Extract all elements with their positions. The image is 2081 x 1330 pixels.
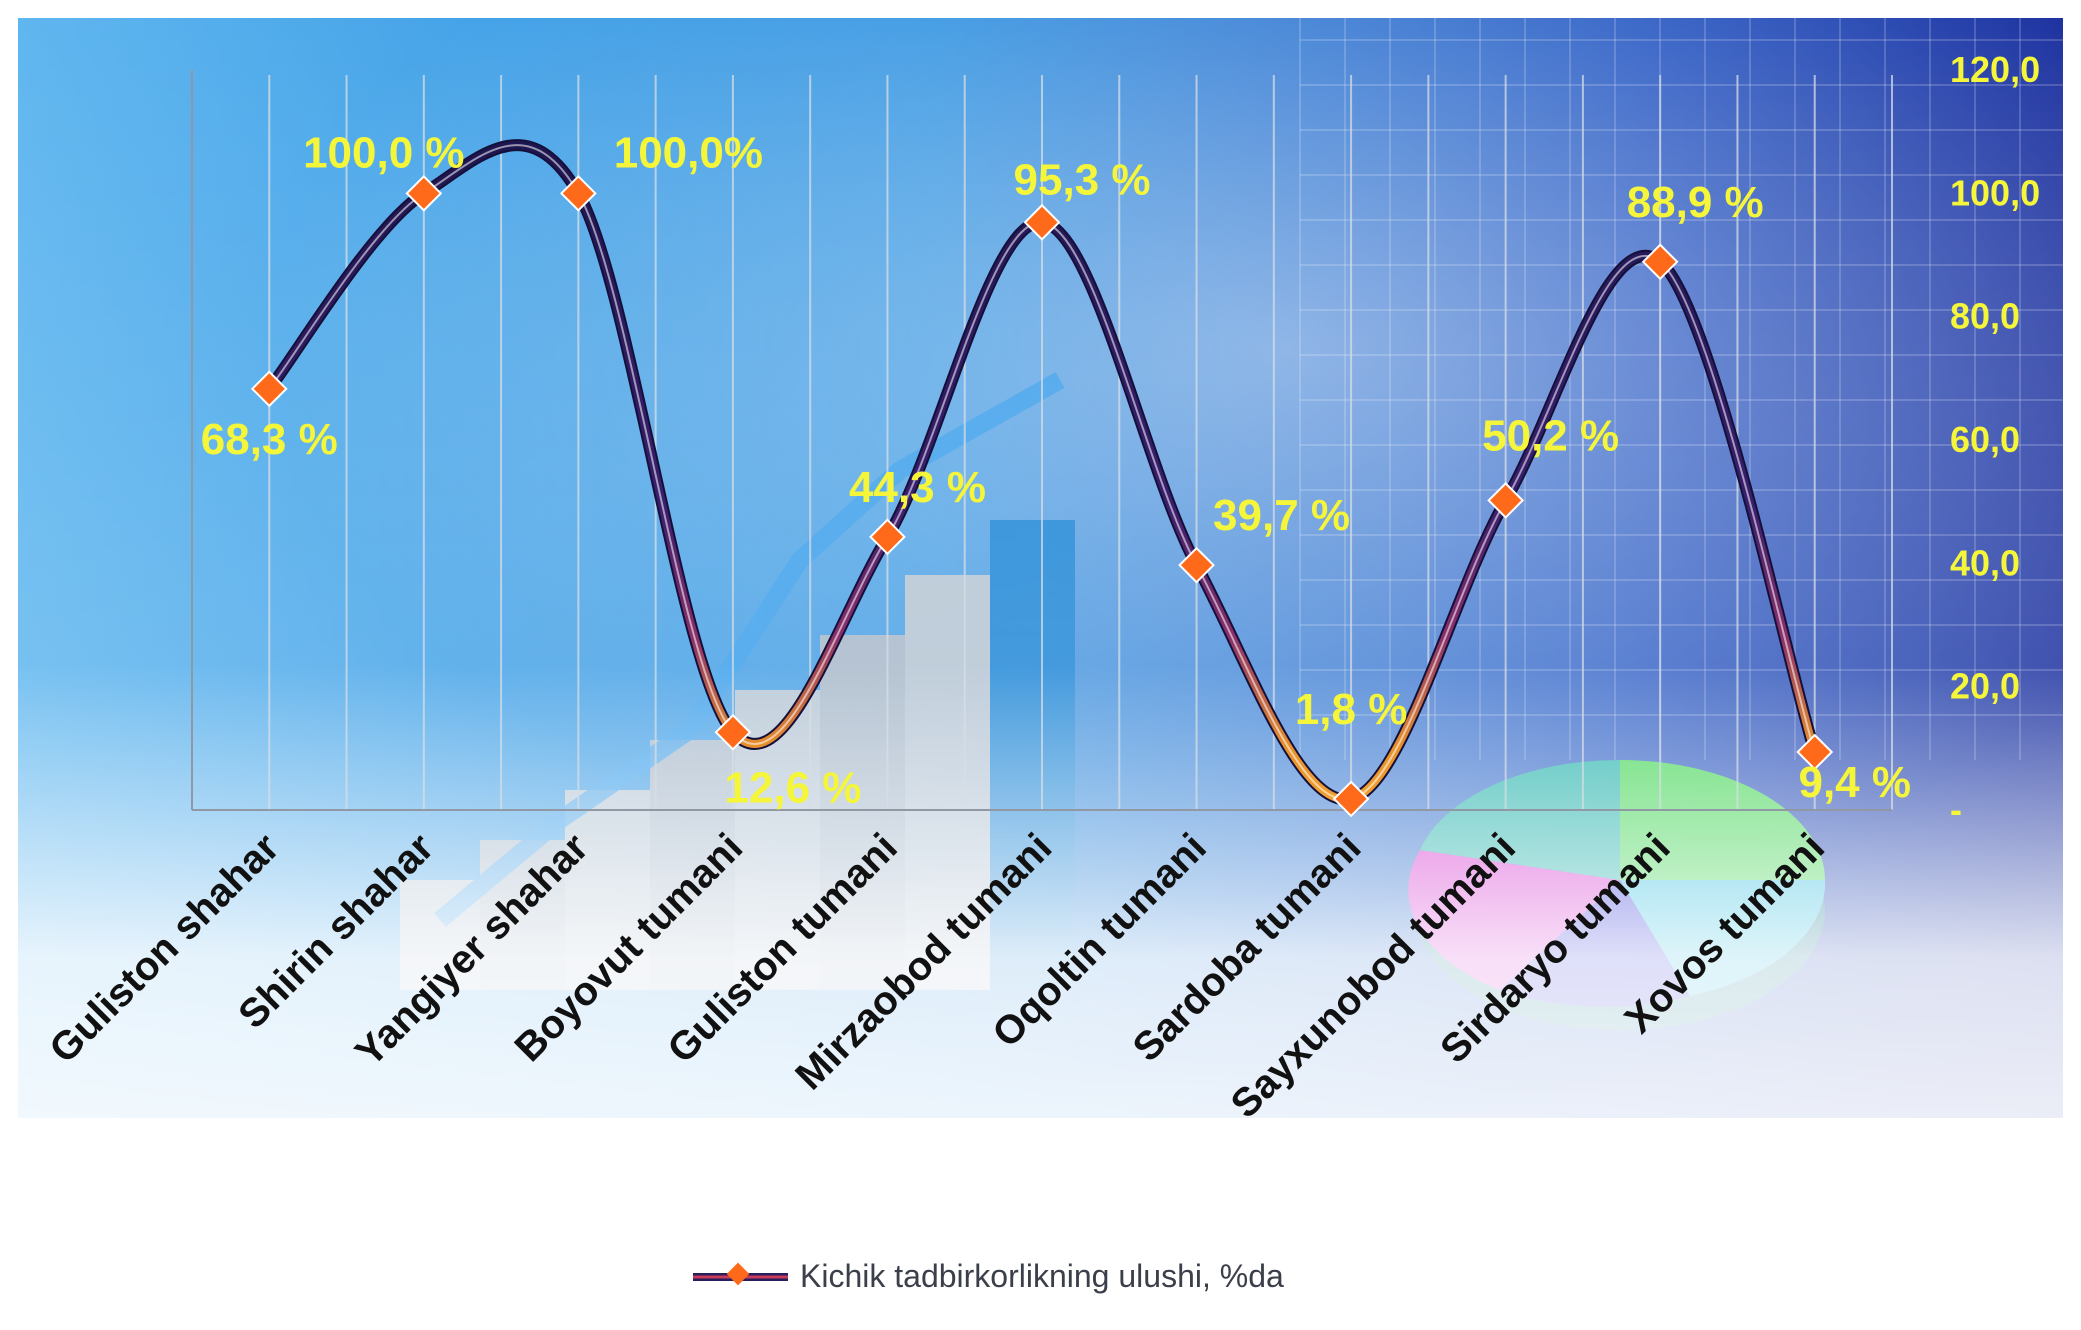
legend-marker-swatch: [726, 1262, 750, 1286]
data-label: 9,4 %: [1798, 758, 1911, 807]
data-point-marker: [1796, 733, 1834, 771]
data-label: 44,3 %: [849, 463, 986, 512]
data-label: 1,8 %: [1295, 685, 1408, 734]
data-label: 100,0%: [614, 128, 763, 177]
legend: Kichik tadbirkorlikning ulushi, %da: [693, 1258, 1284, 1294]
y-tick-label: 60,0: [1950, 419, 2020, 460]
data-markers: [250, 174, 1834, 818]
y-axis-ticks: - 20,0 40,0 60,0 80,0 100,0 120,0: [1950, 49, 2040, 830]
y-tick-label: 20,0: [1950, 666, 2020, 707]
data-label: 12,6 %: [724, 763, 861, 812]
legend-series-label: Kichik tadbirkorlikning ulushi, %da: [800, 1258, 1284, 1294]
data-point-marker: [1332, 780, 1370, 818]
data-point-marker: [1178, 546, 1215, 584]
data-label: 88,9 %: [1627, 178, 1764, 227]
y-tick-label: 120,0: [1950, 49, 2040, 90]
data-point-marker: [1487, 482, 1525, 519]
data-label: 100,0 %: [303, 128, 464, 177]
data-label: 50,2 %: [1482, 411, 1619, 460]
y-tick-label: 80,0: [1950, 296, 2020, 337]
y-tick-label: 100,0: [1950, 172, 2040, 213]
data-label: 39,7 %: [1213, 491, 1350, 540]
data-point-marker: [250, 370, 288, 408]
data-point-marker: [714, 713, 752, 751]
y-tick-label: 40,0: [1950, 542, 2020, 583]
data-point-marker: [559, 174, 597, 212]
data-point-marker: [1023, 203, 1061, 241]
data-point-marker: [1641, 243, 1679, 281]
data-label: 95,3 %: [1014, 155, 1151, 204]
data-labels: 68,3 % 100,0 % 100,0% 12,6 % 44,3 % 95,3 % 39,…: [201, 128, 1911, 812]
data-label: 68,3 %: [201, 415, 338, 464]
data-point-marker: [405, 174, 443, 212]
y-tick-label: -: [1950, 789, 1962, 830]
data-point-marker: [869, 518, 906, 556]
